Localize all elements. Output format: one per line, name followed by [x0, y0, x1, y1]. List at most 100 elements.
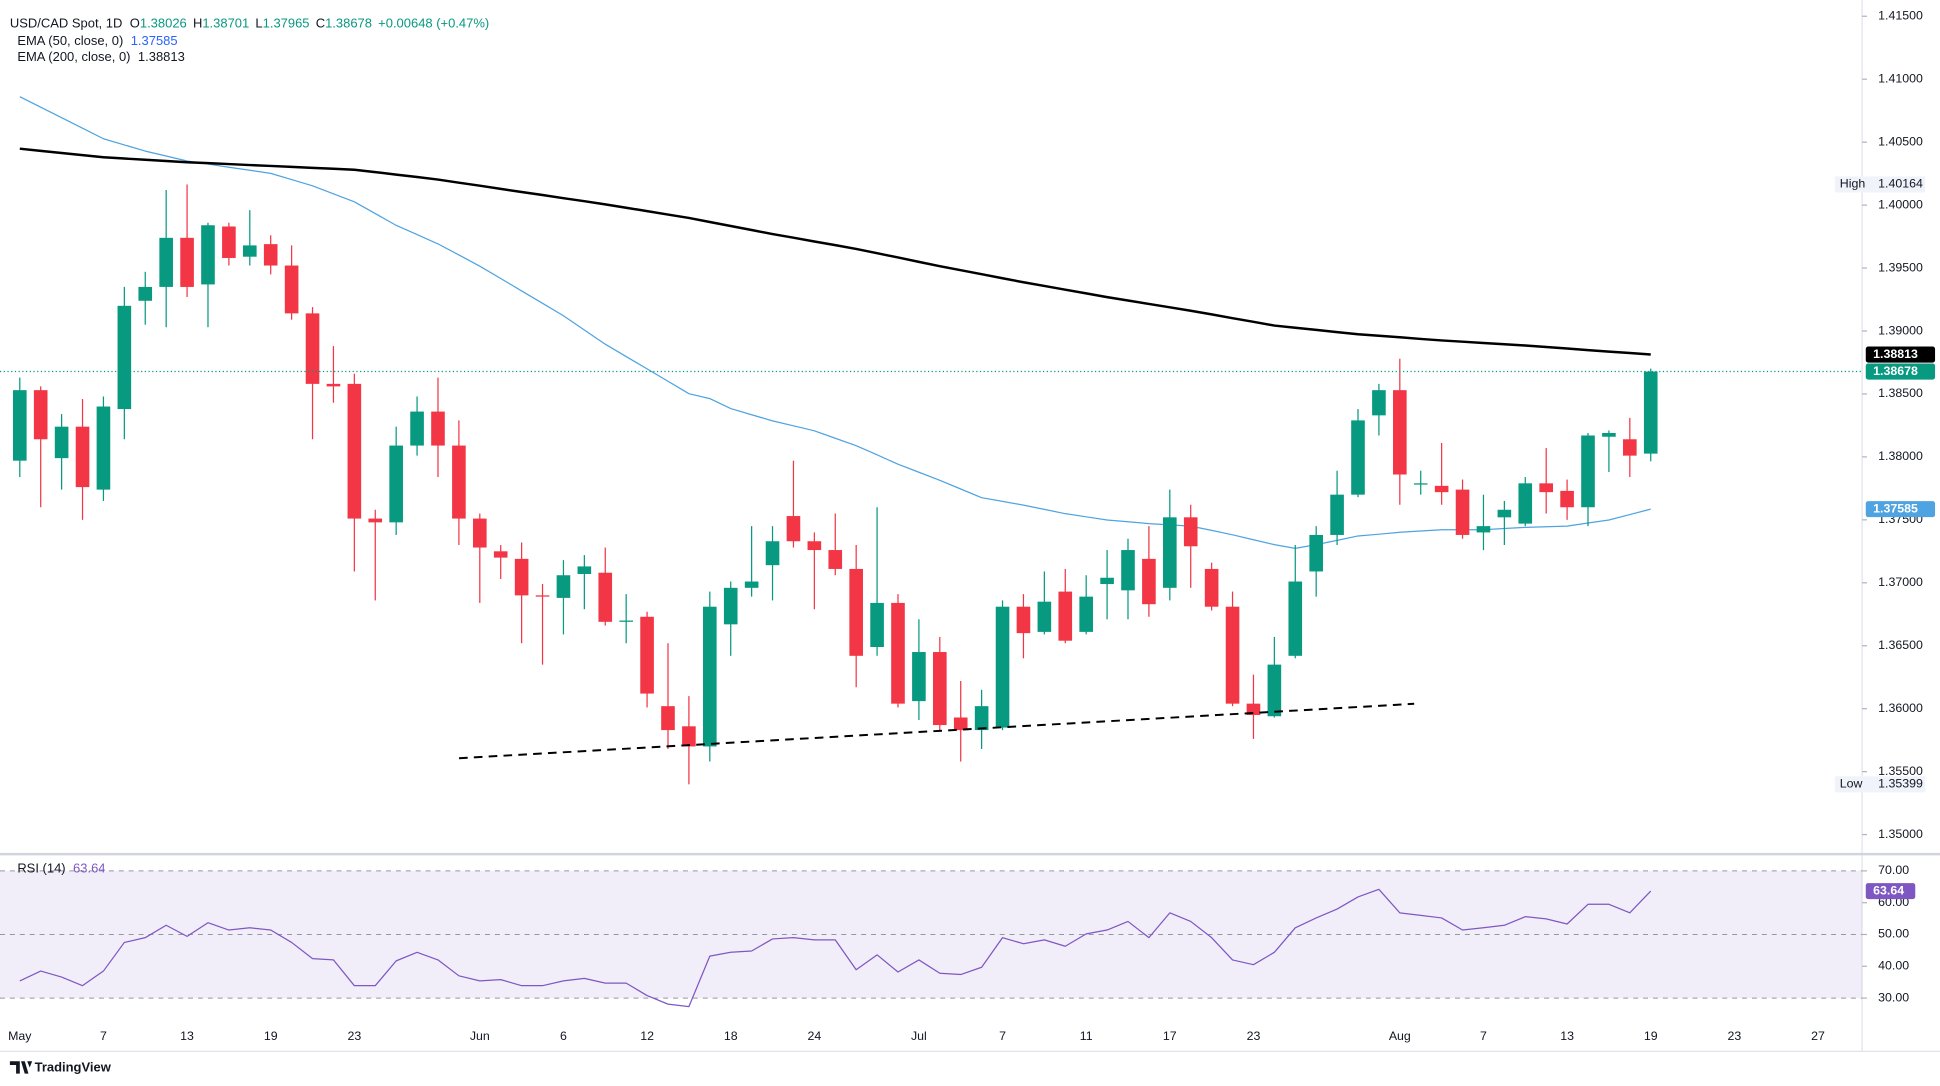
y-tick-label: 1.37000: [1878, 575, 1923, 589]
y-tick-label: 1.39500: [1878, 260, 1923, 274]
y-tick-label: 1.36000: [1878, 701, 1923, 715]
x-tick-label: Jun: [470, 1029, 490, 1043]
candle-body: [284, 265, 299, 314]
extreme-label: Low: [1840, 777, 1863, 791]
candle-body: [222, 226, 236, 258]
candle-body: [870, 602, 884, 647]
candle-body: [138, 286, 153, 301]
candle-body: [75, 426, 90, 488]
candle-body: [661, 706, 675, 731]
rsi-badge-text: 63.64: [1873, 883, 1904, 897]
ema-line: [19, 147, 1651, 356]
candle-body: [765, 541, 780, 566]
candle-body: [410, 411, 424, 446]
candle-body: [1183, 517, 1198, 547]
y-tick-label: 1.41000: [1878, 71, 1923, 85]
candle-body: [1372, 390, 1386, 416]
y-tick-label: 1.39000: [1878, 323, 1923, 337]
candle-body: [1330, 494, 1344, 535]
y-tick-label: 1.38500: [1878, 386, 1923, 400]
ohlc-label: L: [255, 16, 262, 31]
y-tick-label: 1.41500: [1878, 9, 1923, 23]
candle-body: [619, 620, 633, 622]
candle-body: [472, 518, 487, 548]
candle-body: [933, 652, 947, 726]
candle-body: [912, 652, 926, 702]
y-tick-label: 1.40000: [1878, 197, 1923, 211]
candle-body: [54, 426, 69, 459]
candle-body: [1163, 517, 1177, 588]
extreme-label: High: [1840, 177, 1866, 191]
candle-body: [1413, 483, 1428, 485]
x-tick-label: May: [8, 1029, 32, 1043]
candle-body: [326, 383, 341, 387]
candle-body: [1267, 664, 1282, 717]
candle-body: [1288, 581, 1303, 656]
x-tick-label: 7: [100, 1029, 107, 1043]
ohlc-value: 1.38701: [202, 16, 249, 31]
ohlc-value: 1.38026: [140, 16, 187, 31]
candle-body: [1455, 489, 1470, 535]
legend-name: EMA (50, close, 0): [17, 33, 123, 48]
extreme-value: 1.35399: [1878, 777, 1923, 791]
candle-body: [1581, 435, 1595, 508]
candle-body: [242, 245, 257, 257]
change-label: +0.00648 (+0.47%): [378, 16, 489, 31]
legend-name: EMA (200, close, 0): [17, 50, 130, 65]
candle-body: [1518, 483, 1533, 524]
candle-body: [556, 575, 571, 598]
x-tick-label: 12: [640, 1029, 654, 1043]
candle-body: [1079, 596, 1093, 632]
candle-body: [995, 606, 1010, 728]
rsi-line: [19, 888, 1652, 1008]
candle-body: [1016, 606, 1031, 634]
candle-body: [1434, 485, 1449, 493]
brand-name: TradingView: [35, 1059, 112, 1074]
candle-body: [12, 390, 27, 461]
candle-body: [807, 541, 822, 551]
candle-body: [1497, 509, 1512, 518]
candle-body: [263, 244, 278, 266]
candle-body: [849, 568, 863, 656]
candle-body: [1476, 526, 1491, 533]
candle-body: [1351, 420, 1365, 495]
candle-body: [974, 706, 989, 731]
price-badge: [1865, 346, 1936, 363]
brand-logo: TradingView: [9, 1059, 112, 1074]
y-tick-label: 50.00: [1878, 927, 1909, 941]
symbol-title: USD/CAD Spot, 1D: [10, 16, 122, 31]
x-tick-label: 13: [1560, 1029, 1574, 1043]
x-tick-label: 18: [724, 1029, 738, 1043]
candle-body: [1309, 534, 1323, 572]
y-tick-label: 1.35500: [1878, 764, 1923, 778]
x-tick-label: Aug: [1389, 1029, 1411, 1043]
candle-body: [640, 616, 654, 694]
x-tick-label: 13: [180, 1029, 194, 1043]
candle-body: [493, 551, 508, 558]
candle-body: [953, 717, 968, 731]
candle-body: [431, 411, 445, 446]
logo-icon: [9, 1061, 33, 1074]
ema-line: [19, 96, 1651, 550]
x-tick-label: Jul: [911, 1029, 927, 1043]
y-tick-label: 40.00: [1878, 959, 1909, 973]
candle-body: [180, 237, 194, 287]
ohlc-label: O: [130, 16, 140, 31]
ohlc-label: H: [193, 16, 202, 31]
x-tick-label: 24: [807, 1029, 821, 1043]
candle-body: [159, 237, 173, 287]
candle-body: [744, 581, 759, 588]
candle-body: [1121, 550, 1135, 591]
trendline: [458, 702, 1415, 760]
x-tick-label: 19: [264, 1029, 278, 1043]
rsi-legend: RSI (14) 63.64: [17, 861, 105, 876]
x-tick-label: 7: [999, 1029, 1006, 1043]
ohlc-label: C: [316, 16, 325, 31]
candle-body: [682, 726, 696, 747]
price-badge-text: 1.37585: [1873, 501, 1918, 515]
extreme-box: [1834, 176, 1926, 193]
x-tick-label: 17: [1163, 1029, 1177, 1043]
y-tick-label: 1.36500: [1878, 638, 1923, 652]
